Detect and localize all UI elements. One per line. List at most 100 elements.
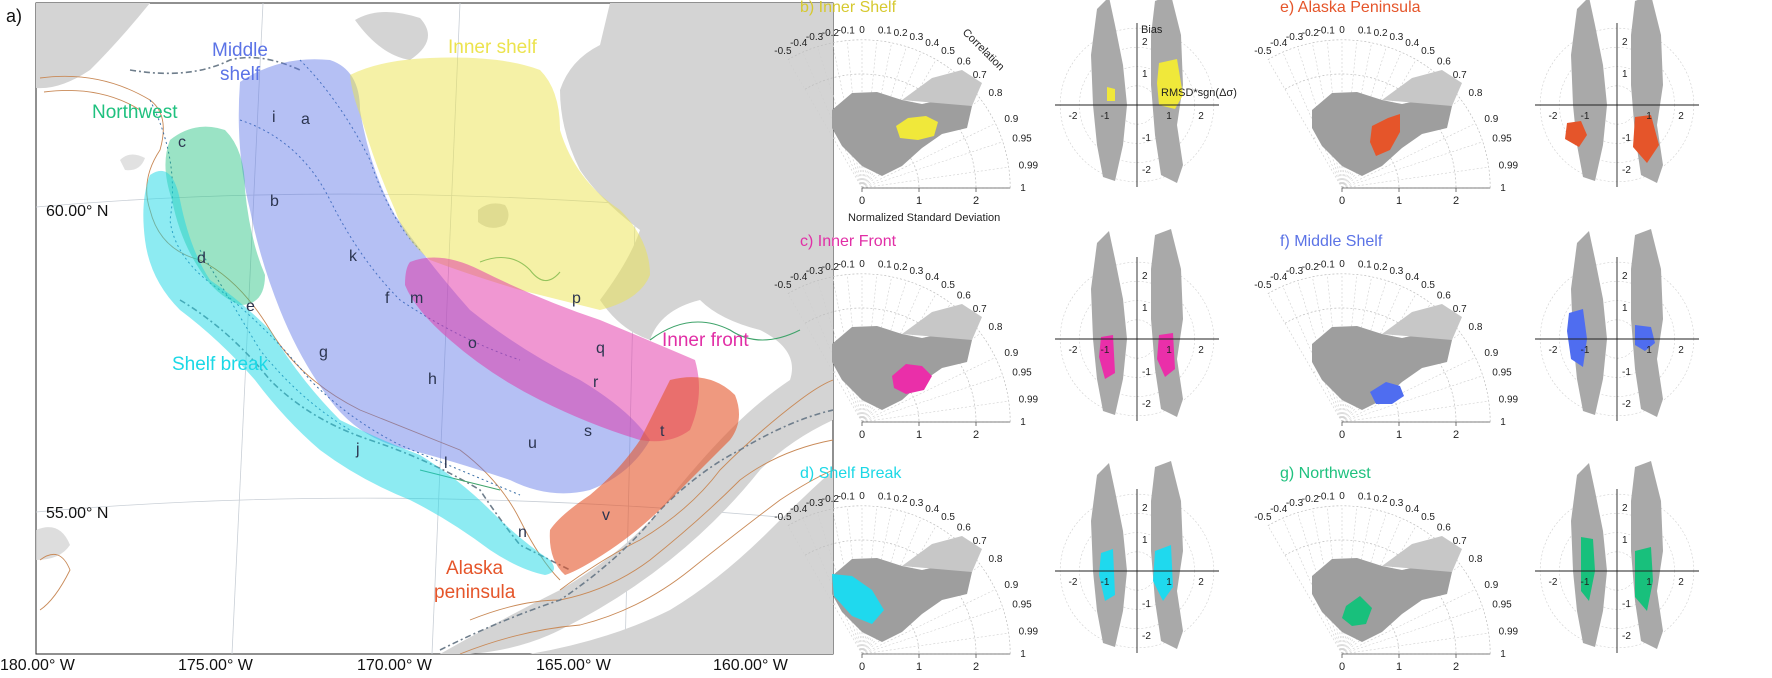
correlation-ray	[861, 607, 1003, 655]
label-inner-front: Inner front	[662, 330, 749, 351]
bathymetry-contours	[39, 75, 833, 654]
label-alaska-line2: peninsula	[434, 582, 516, 603]
correlation-ray	[1282, 518, 1343, 655]
target-x-tick: -2	[1069, 111, 1078, 122]
panel-c-title: c) Inner Front	[800, 233, 897, 250]
correlation-ray	[1341, 166, 1489, 189]
corr-tick-label: 0.8	[1469, 88, 1483, 99]
correlation-ray	[1267, 293, 1343, 423]
corr-tick-label: -0.1	[1318, 26, 1336, 37]
panel-g-title: g) Northwest	[1280, 465, 1371, 482]
label-alaska-line1: Alaska	[446, 558, 503, 579]
corr-tick-label: -0.3	[806, 266, 824, 277]
corr-tick-label: -0.5	[774, 46, 792, 57]
region-alaska-peninsula	[549, 377, 739, 575]
target-y-tick: 2	[1622, 503, 1628, 514]
corr-tick-label: 0	[859, 259, 865, 270]
target-diagram-c: -2 -1 1 2 2 1 -1 -2	[1055, 229, 1219, 421]
corr-tick-label: 0.4	[1405, 272, 1419, 283]
corr-tick-label: 1	[1500, 649, 1506, 660]
correlation-ray	[861, 375, 1003, 423]
target-x-tick: -1	[1581, 345, 1590, 356]
corr-tick-label: 0	[859, 491, 865, 502]
corr-tick-label: 0.9	[1484, 348, 1498, 359]
corr-tick-label: 0.95	[1492, 368, 1512, 379]
std-arc	[804, 539, 977, 655]
correlation-ray	[1312, 508, 1343, 655]
corr-tick-label: 0	[1339, 25, 1345, 36]
std-arc	[1284, 539, 1457, 655]
target-ensemble-cloud-left	[1571, 0, 1607, 181]
corr-tick-label: -0.5	[774, 280, 792, 291]
lon-label-175: 175.00° W	[178, 657, 254, 673]
corr-tick-label: -0.4	[1270, 38, 1288, 49]
corr-tick-label: 0.99	[1019, 627, 1039, 638]
std-tick-label: 1	[916, 661, 922, 673]
corr-tick-label: -0.5	[1254, 512, 1272, 523]
corr-tick-label: 1	[1020, 649, 1026, 660]
target-x-tick: 1	[1166, 111, 1172, 122]
target-region-cluster-left	[1099, 549, 1115, 601]
target-x-tick: -1	[1101, 577, 1110, 588]
std-tick-label: 2	[973, 195, 979, 207]
correlation-ray	[802, 52, 863, 189]
regions	[143, 57, 739, 575]
correlation-ray	[861, 589, 996, 655]
label-middle-line1: Middle	[212, 40, 268, 61]
corr-tick-label: 0.4	[1405, 38, 1419, 49]
correlation-ray	[1341, 400, 1489, 423]
label-middle-line2: shelf	[220, 64, 261, 85]
correlation-ray	[817, 280, 863, 423]
bias-axis-label: Bias	[1141, 24, 1163, 36]
corr-tick-label: 0.9	[1004, 580, 1018, 591]
corr-tick-label: 0.1	[1358, 492, 1372, 503]
corr-tick-label: -0.5	[1254, 46, 1272, 57]
correlation-ray	[1341, 357, 1476, 423]
seg-j: j	[355, 441, 360, 458]
taylor-region-cluster	[1370, 114, 1400, 156]
corr-tick-label: -0.1	[838, 492, 856, 503]
corr-tick-label: 1	[1500, 417, 1506, 428]
seg-e: e	[246, 298, 255, 315]
std-tick-label: 0	[1339, 195, 1345, 207]
corr-tick-label: -0.2	[822, 262, 840, 273]
label-inner-shelf: Inner shelf	[448, 37, 537, 58]
target-y-tick: 1	[1142, 303, 1148, 314]
corr-tick-label: 0.5	[941, 512, 955, 523]
target-x-tick: 2	[1198, 577, 1204, 588]
panel-b-title: b) Inner Shelf	[800, 0, 897, 16]
region-inner-shelf	[350, 57, 650, 310]
corr-tick-label: 1	[1500, 183, 1506, 194]
corr-tick-label: -0.2	[1302, 28, 1320, 39]
corr-tick-label: 0.8	[1469, 554, 1483, 565]
corr-tick-label: -0.4	[1270, 504, 1288, 515]
corr-tick-label: 0.5	[1421, 46, 1435, 57]
target-x-tick: -1	[1101, 111, 1110, 122]
correlation-ray	[861, 357, 996, 423]
target-y-tick: -1	[1622, 367, 1631, 378]
std-arc	[804, 73, 977, 189]
panel-a-map: a)	[0, 2, 834, 674]
correlation-ray	[1341, 123, 1476, 189]
corr-tick-label: 0.2	[894, 262, 908, 273]
seg-v: v	[602, 507, 610, 524]
taylor-diagram-f: -0.5-0.4-0.3-0.2-0.1 0 0.1 0.2 0.30.40.50.60…	[1254, 259, 1518, 441]
correlation-ray	[1341, 589, 1476, 655]
corr-tick-label: 0.7	[973, 70, 987, 81]
correlation-ray	[832, 42, 863, 189]
correlation-ray	[787, 59, 863, 189]
corr-tick-label: -0.2	[822, 28, 840, 39]
correlation-ray	[861, 123, 996, 189]
corr-tick-label: 0.8	[1469, 322, 1483, 333]
corr-tick-label: 0	[859, 25, 865, 36]
taylor-ensemble-cloud-light	[1382, 304, 1462, 340]
corr-tick-label: 0.7	[973, 304, 987, 315]
correlation-ray	[861, 141, 1003, 189]
coordinate-labels: 60.00° N 55.00° N 180.00° W 175.00° W 17…	[0, 203, 789, 674]
corr-tick-label: -0.4	[790, 38, 808, 49]
correlation-ray	[832, 508, 863, 655]
corr-tick-label: 0.4	[925, 272, 939, 283]
std-tick-label: 2	[1453, 429, 1459, 441]
seg-l: l	[444, 455, 448, 472]
